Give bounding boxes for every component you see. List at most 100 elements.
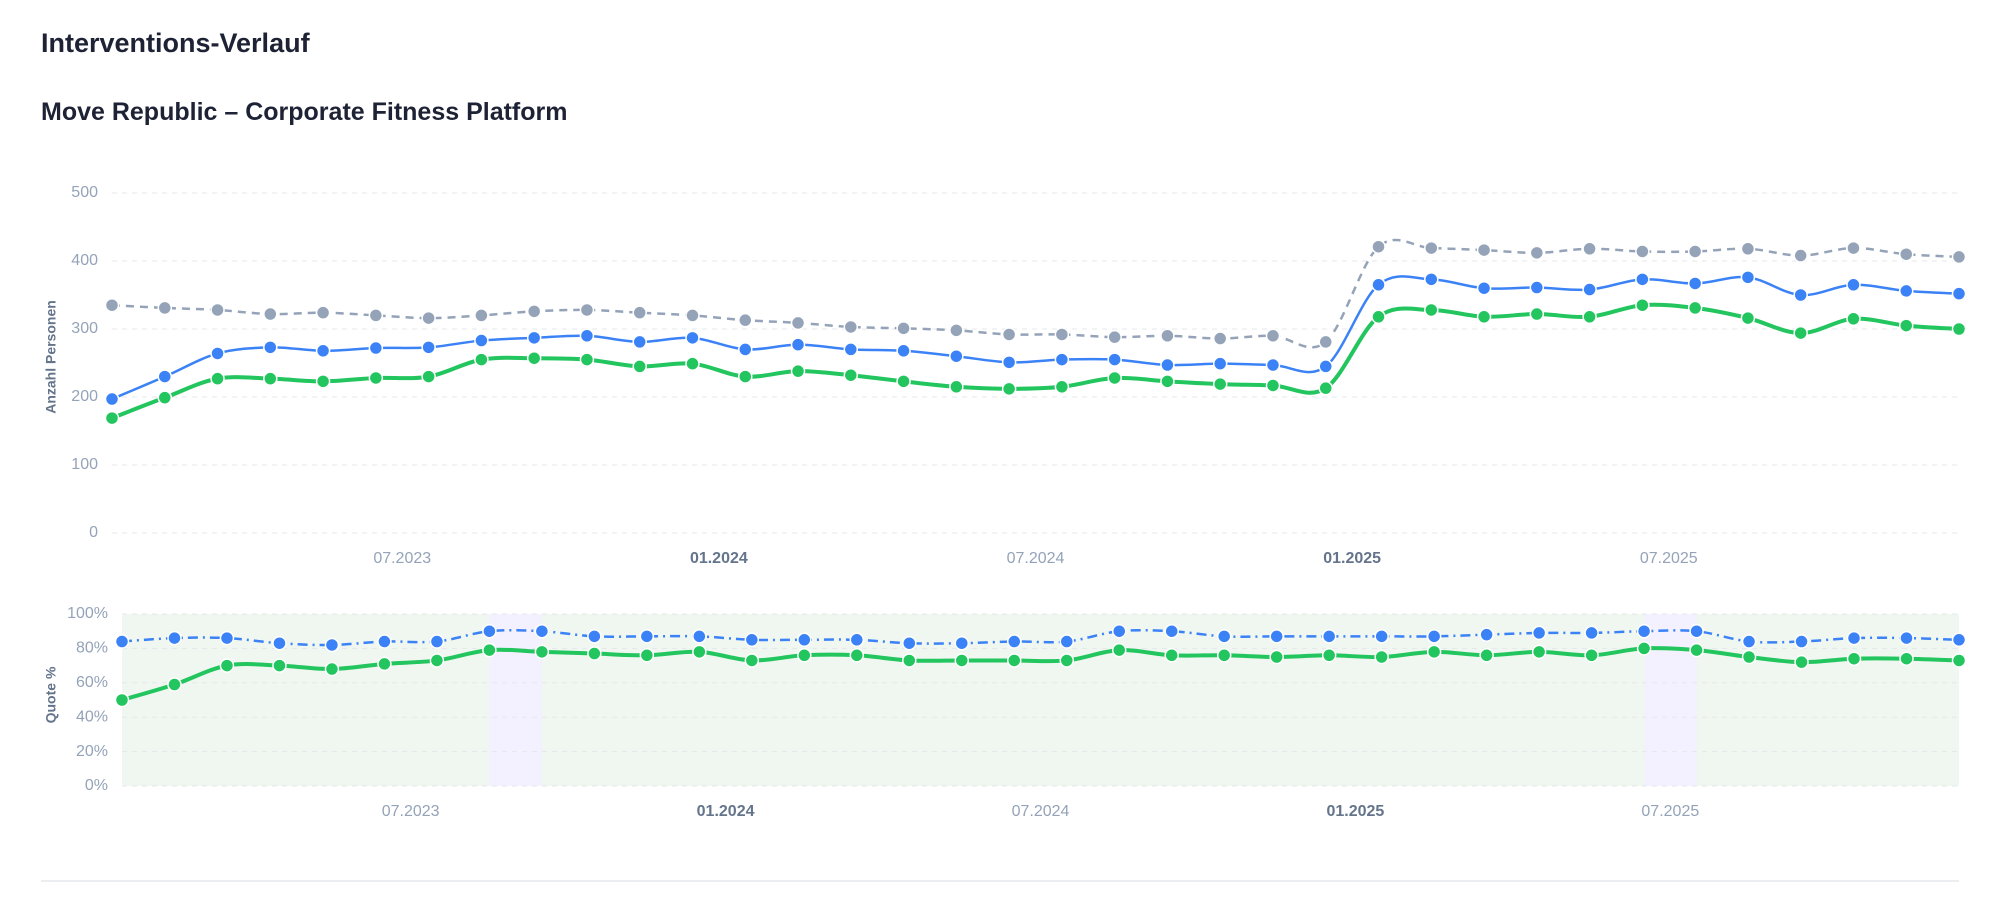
data-point — [1793, 248, 1808, 263]
data-point — [1107, 352, 1122, 367]
data-point — [1269, 649, 1284, 665]
y-tick-label: 300 — [71, 320, 98, 337]
highlight — [489, 614, 542, 786]
data-point — [534, 623, 550, 639]
x-tick-label: 07.2025 — [1640, 550, 1698, 567]
data-point — [1846, 630, 1862, 646]
data-point — [272, 658, 287, 673]
series-line — [111, 238, 1960, 349]
data-point — [1898, 318, 1914, 333]
data-point — [790, 337, 806, 352]
data-point — [1212, 356, 1228, 371]
data-point — [1529, 306, 1545, 322]
data-point — [1529, 280, 1545, 295]
data-point — [1846, 311, 1861, 327]
data-point — [1951, 632, 1967, 648]
data-point — [639, 629, 655, 644]
data-point — [210, 346, 225, 361]
data-point — [744, 632, 760, 648]
data-point — [114, 692, 130, 708]
data-point — [632, 334, 647, 350]
data-point — [1899, 630, 1914, 646]
data-point — [474, 308, 489, 323]
data-point — [1636, 641, 1652, 656]
data-point — [315, 343, 331, 359]
y-tick-label: 400 — [71, 252, 98, 269]
x-tick-label: 07.2024 — [1007, 550, 1065, 567]
y-tick-label: 0% — [85, 777, 108, 794]
x-tick-label: 01.2025 — [1323, 550, 1381, 567]
data-point — [1899, 651, 1914, 666]
data-point — [1374, 649, 1389, 665]
data-point — [1846, 240, 1861, 256]
data-point — [1582, 282, 1597, 297]
data-point — [1635, 244, 1650, 259]
y-tick-label: 60% — [76, 674, 108, 691]
data-point — [587, 629, 602, 644]
data-point — [843, 367, 859, 383]
data-point — [1687, 300, 1703, 316]
data-point — [534, 644, 550, 660]
data-point — [1007, 634, 1022, 649]
data-point — [157, 369, 173, 384]
data-point — [1164, 648, 1179, 663]
data-point — [1111, 623, 1127, 639]
data-point — [1951, 249, 1967, 265]
data-point — [1951, 286, 1967, 301]
x-tick-label: 07.2023 — [382, 803, 440, 820]
data-point — [1265, 328, 1281, 344]
data-point — [949, 323, 964, 338]
data-point — [797, 632, 812, 648]
y-axis-label: Anzahl Personen — [43, 300, 59, 414]
data-point — [896, 321, 911, 336]
data-point — [219, 630, 235, 646]
data-point — [1689, 642, 1704, 658]
page-title: Interventions-Verlauf — [41, 28, 310, 58]
data-point — [1689, 623, 1704, 639]
x-tick-label: 07.2023 — [373, 550, 431, 567]
data-point — [1371, 239, 1386, 254]
data-point — [1111, 642, 1127, 658]
data-point — [429, 634, 445, 649]
data-point — [692, 629, 707, 644]
page-subtitle: Move Republic – Corporate Fitness Platfo… — [41, 98, 568, 126]
data-point — [954, 635, 970, 651]
data-point — [1424, 302, 1439, 318]
data-point — [1740, 270, 1756, 285]
data-point — [104, 410, 120, 426]
data-point — [482, 642, 497, 658]
data-point — [1212, 331, 1228, 346]
data-point — [324, 637, 340, 653]
data-point — [843, 319, 859, 335]
y-tick-label: 100% — [67, 605, 108, 622]
data-point — [1584, 648, 1599, 663]
data-point — [1687, 244, 1703, 259]
data-point — [1001, 355, 1017, 370]
data-point — [429, 653, 445, 668]
data-point — [263, 306, 278, 322]
x-tick-label: 01.2024 — [697, 803, 755, 820]
data-point — [167, 677, 182, 692]
data-point — [421, 340, 436, 355]
data-point — [1740, 310, 1756, 326]
data-point — [474, 333, 489, 348]
data-point — [1054, 327, 1070, 342]
data-point — [579, 302, 595, 318]
data-point — [1794, 654, 1809, 670]
data-point — [902, 635, 917, 651]
data-point — [1476, 280, 1492, 296]
data-point — [1846, 651, 1862, 666]
data-point — [1374, 629, 1389, 644]
data-point — [843, 342, 859, 357]
data-point — [1160, 374, 1175, 389]
data-point — [1531, 625, 1547, 641]
data-point — [1216, 648, 1232, 663]
data-point — [1160, 357, 1175, 373]
data-point — [263, 371, 278, 386]
data-point — [1898, 246, 1914, 262]
data-point — [738, 342, 753, 357]
data-point — [1635, 297, 1650, 313]
y-axis-label: Quote % — [43, 666, 59, 723]
data-point — [1898, 283, 1914, 299]
